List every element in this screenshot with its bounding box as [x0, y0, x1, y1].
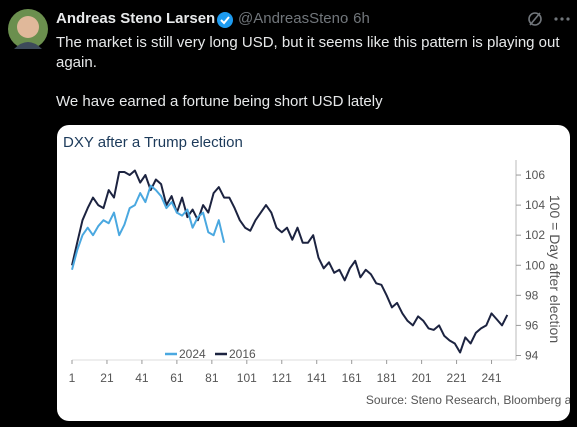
legend-label: 2016 — [229, 347, 256, 361]
time: · 6h — [344, 10, 370, 27]
chart-card — [57, 125, 570, 421]
avatar[interactable] — [8, 9, 48, 49]
y-tick-label: 100 — [525, 258, 545, 272]
x-tick-label: 221 — [447, 371, 467, 385]
legend-label: 2024 — [179, 347, 206, 361]
author-name[interactable]: Andreas Steno Larsen — [56, 10, 216, 27]
y-axis-label: 100 = Day after election — [547, 195, 563, 343]
x-tick-label: 201 — [412, 371, 432, 385]
source: Source: Steno Research, Bloomberg and Ma… — [366, 393, 570, 407]
menu-icons[interactable] — [526, 10, 572, 28]
chart-title: DXY after a Trump election — [63, 134, 243, 151]
x-tick-label: 101 — [237, 371, 257, 385]
y-tick-label: 94 — [525, 348, 539, 362]
y-tick-label: 106 — [525, 168, 545, 182]
tweet-text: The market is still very long USD, but i… — [56, 34, 560, 51]
chart[interactable]: DXY after a Trump election Source: Steno… — [57, 125, 570, 421]
handle[interactable]: @AndreasSteno — [238, 10, 349, 27]
y-tick-label: 104 — [525, 198, 545, 212]
tweet-text: We have earned a fortune being short USD… — [56, 93, 383, 110]
x-tick-label: 21 — [100, 371, 114, 385]
verified-badge — [217, 12, 233, 28]
x-tick-label: 41 — [135, 371, 149, 385]
x-tick-label: 161 — [342, 371, 362, 385]
line-series — [71, 184, 226, 271]
x-tick-label: 1 — [69, 371, 76, 385]
y-tick-label: 96 — [525, 318, 539, 332]
line-series — [71, 169, 509, 354]
x-tick-label: 181 — [377, 371, 397, 385]
x-tick-label: 121 — [272, 371, 292, 385]
tweet-text: again. — [56, 54, 97, 71]
x-tick-label: 141 — [307, 371, 327, 385]
x-tick-label: 81 — [205, 371, 219, 385]
y-tick-label: 102 — [525, 228, 545, 242]
x-tick-label: 241 — [482, 371, 502, 385]
y-tick-label: 98 — [525, 288, 539, 302]
x-tick-label: 61 — [170, 371, 184, 385]
